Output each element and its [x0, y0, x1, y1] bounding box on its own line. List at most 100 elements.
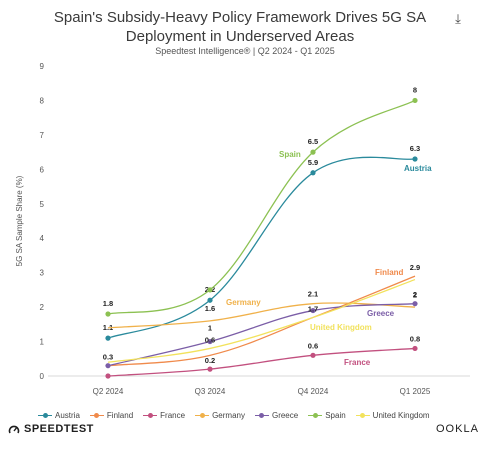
data-label: 6.5 — [308, 137, 318, 146]
y-tick-label: 7 — [40, 131, 45, 140]
data-label: 2.9 — [410, 263, 420, 272]
series-line-germany — [107, 302, 416, 329]
data-point — [105, 373, 111, 379]
legend-swatch-dot — [147, 412, 153, 418]
series-line-spain — [107, 99, 416, 315]
legend-label: France — [160, 410, 186, 420]
legend-label: Spain — [325, 410, 346, 420]
data-label: 1.7 — [308, 304, 318, 313]
data-point — [310, 170, 316, 176]
data-label: 1.6 — [205, 304, 215, 313]
data-point — [207, 338, 213, 345]
legend-swatch-dot — [360, 412, 366, 418]
data-point — [105, 363, 111, 369]
series-line-greece — [107, 303, 416, 367]
data-label: 8 — [413, 85, 417, 94]
data-point — [310, 307, 316, 314]
data-label: 2 — [413, 290, 417, 299]
x-tick-label: Q2 2024 — [93, 387, 124, 396]
ookla-logo: OOKLA — [436, 423, 479, 435]
chart-title: Spain's Subsidy-Heavy Policy Framework D… — [53, 9, 427, 45]
x-tick-label: Q4 2024 — [298, 387, 329, 396]
data-label: 0.6 — [308, 341, 318, 350]
legend-swatch-dot — [312, 412, 318, 418]
legend-swatch — [195, 411, 210, 419]
legend-label: Germany — [212, 410, 245, 420]
y-tick-label: 0 — [40, 372, 45, 381]
data-point — [207, 297, 213, 303]
series-line-finland — [107, 275, 416, 367]
series-end-label: France — [344, 358, 371, 367]
y-tick-label: 8 — [40, 96, 45, 105]
legend-item[interactable]: Greece — [254, 410, 299, 420]
legend-item[interactable]: France — [143, 411, 185, 420]
y-tick-label: 2 — [40, 303, 45, 312]
series-line-france — [107, 347, 416, 377]
series-end-label: Spain — [279, 150, 301, 159]
legend-swatch — [355, 411, 370, 419]
data-label: 2.1 — [308, 290, 318, 299]
data-point — [105, 335, 111, 341]
data-label: 0.3 — [103, 353, 113, 362]
data-label: 1 — [208, 324, 212, 333]
data-point — [412, 301, 418, 307]
legend-label: United Kingdom — [372, 410, 430, 420]
data-point — [207, 366, 213, 372]
legend-item[interactable]: Spain — [308, 410, 346, 420]
legend: Austria Finland France Germany Greece Spain Un… — [38, 408, 430, 422]
chart-subtitle: Speedtest Intelligence® | Q2 2024 - Q1 2… — [155, 46, 335, 56]
speedtest-wordmark: SPEEDTEST — [24, 423, 94, 435]
data-label: 2 — [413, 291, 417, 300]
series-end-label: Greece — [367, 309, 395, 318]
legend-item[interactable]: United Kingdom — [355, 410, 430, 420]
y-tick-label: 9 — [40, 62, 45, 71]
data-label: 1.8 — [103, 299, 113, 308]
legend-swatch-dot — [94, 412, 100, 418]
legend-swatch — [308, 411, 323, 419]
legend-item[interactable]: Germany — [195, 411, 245, 420]
series-end-label: Finland — [375, 268, 404, 277]
series-line-austria — [107, 156, 416, 339]
data-point — [310, 149, 316, 155]
data-point — [310, 352, 316, 358]
series-end-label: Germany — [226, 298, 261, 307]
legend-swatch — [254, 411, 269, 419]
data-label: 6.3 — [410, 144, 420, 153]
legend-swatch — [143, 411, 158, 419]
series-end-label: Austria — [404, 164, 432, 173]
legend-label: Greece — [271, 410, 299, 420]
speedtest-gauge-icon — [8, 423, 20, 435]
x-tick-label: Q1 2025 — [400, 387, 431, 396]
legend-swatch-dot — [199, 412, 205, 418]
y-tick-label: 6 — [40, 165, 45, 174]
series-line-united-kingdom — [107, 278, 416, 363]
y-tick-label: 5 — [40, 200, 45, 209]
download-icon[interactable]: ⤓ — [455, 11, 461, 26]
data-point — [412, 97, 418, 104]
data-point — [105, 311, 111, 317]
speedtest-logo: SPEEDTEST — [8, 423, 94, 435]
legend-swatch — [89, 411, 104, 419]
legend-label: Finland — [106, 410, 134, 420]
data-label: 0.2 — [205, 356, 215, 365]
y-tick-label: 3 — [40, 269, 45, 278]
data-point — [207, 287, 213, 293]
y-tick-label: 1 — [40, 338, 45, 347]
series-end-label: United Kingdom — [310, 323, 372, 332]
data-point — [412, 156, 418, 162]
y-axis-label: 5G SA Sample Share (%) — [15, 175, 24, 266]
legend-swatch-dot — [42, 412, 48, 418]
y-tick-label: 4 — [40, 234, 45, 243]
x-tick-label: Q3 2024 — [195, 387, 226, 396]
legend-item[interactable]: Austria — [38, 411, 80, 420]
legend-item[interactable]: Finland — [89, 410, 134, 420]
legend-swatch — [38, 411, 52, 419]
data-label: 0.6 — [205, 335, 215, 344]
data-label: 5.9 — [308, 158, 318, 167]
legend-swatch-dot — [259, 412, 265, 418]
data-label: 0.8 — [410, 334, 420, 343]
legend-label: Austria — [55, 410, 80, 420]
data-point — [412, 345, 418, 352]
